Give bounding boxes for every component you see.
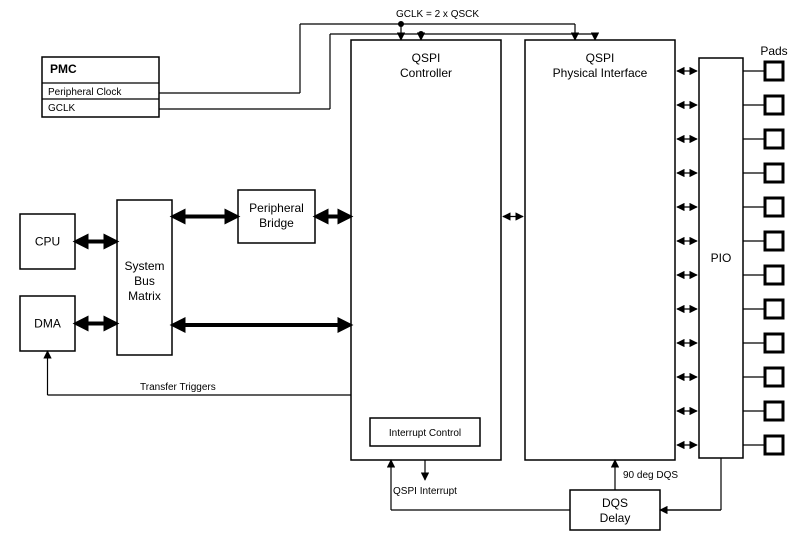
- pad-2: [765, 130, 783, 148]
- qspi-phy-t1: QSPI: [586, 51, 615, 65]
- pmc-periph-clk: Peripheral Clock: [48, 87, 122, 98]
- qspi-ctrl-t1: QSPI: [412, 51, 441, 65]
- cpu-title: CPU: [35, 235, 60, 249]
- pmc-title: PMC: [50, 62, 77, 76]
- dma-title: DMA: [34, 317, 61, 331]
- sysbus-t1: System: [124, 259, 164, 273]
- sysbus-t3: Matrix: [128, 289, 161, 303]
- top-gclk-label: GCLK = 2 x QSCK: [396, 9, 479, 20]
- pad-11: [765, 436, 783, 454]
- transfer-triggers-label: Transfer Triggers: [140, 382, 216, 393]
- qspi-phy-t2: Physical Interface: [553, 66, 648, 80]
- dqs-t2: Delay: [600, 511, 631, 525]
- pad-10: [765, 402, 783, 420]
- deg90-dqs-label: 90 deg DQS: [623, 470, 678, 481]
- intctrl-title: Interrupt Control: [389, 428, 461, 439]
- pad-4: [765, 198, 783, 216]
- pmc-gclk: GCLK: [48, 103, 76, 114]
- pbridge-t1: Peripheral: [249, 201, 304, 215]
- pad-0: [765, 62, 783, 80]
- pad-1: [765, 96, 783, 114]
- pad-6: [765, 266, 783, 284]
- junction-dot: [398, 21, 404, 27]
- qspi-interrupt-label: QSPI Interrupt: [393, 486, 457, 497]
- qspi-physical-interface: [525, 40, 675, 460]
- pad-5: [765, 232, 783, 250]
- pad-9: [765, 368, 783, 386]
- pio-title: PIO: [711, 251, 732, 265]
- dqs-t1: DQS: [602, 496, 628, 510]
- pad-7: [765, 300, 783, 318]
- qspi-ctrl-t2: Controller: [400, 66, 452, 80]
- pads-title: Pads: [760, 44, 787, 58]
- junction-dot: [418, 31, 424, 37]
- pad-8: [765, 334, 783, 352]
- pad-3: [765, 164, 783, 182]
- sysbus-t2: Bus: [134, 274, 155, 288]
- pbridge-t2: Bridge: [259, 216, 294, 230]
- qspi-controller: [351, 40, 501, 460]
